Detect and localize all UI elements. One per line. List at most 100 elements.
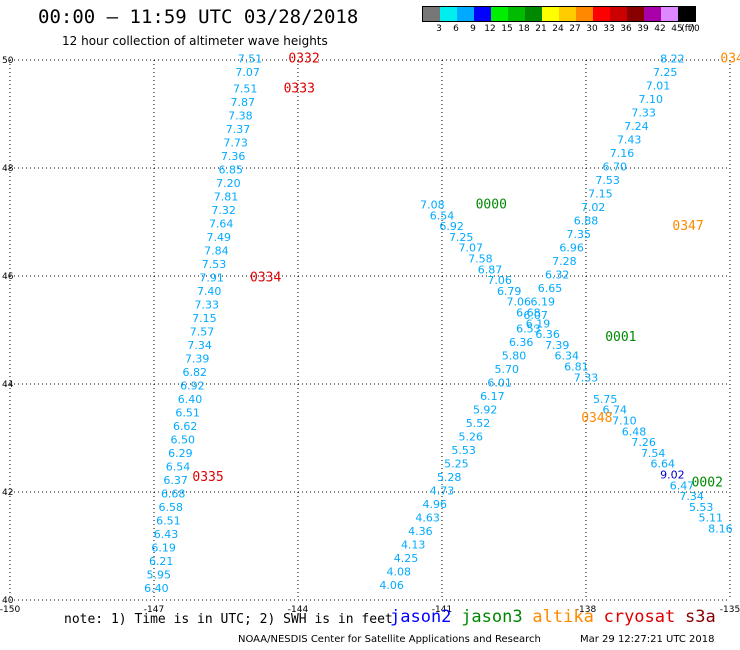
- scale-swatch-21: [525, 7, 542, 21]
- scale-swatch-39: [627, 7, 644, 21]
- wave-height-value: 6.51: [156, 514, 181, 527]
- scale-unit: (ft): [681, 24, 695, 34]
- wave-height-value: 4.13: [401, 539, 426, 552]
- wave-height-value: 7.37: [226, 123, 251, 136]
- longitude-tick-label: -150: [0, 605, 20, 615]
- scale-label-18: 18: [518, 24, 530, 34]
- wave-height-value: 4.08: [387, 566, 412, 579]
- wave-height-value: 5.26: [459, 431, 484, 444]
- scale-label-45: 45: [671, 24, 683, 34]
- legend-jason2: jason2: [390, 607, 452, 627]
- wave-height-value: 6.51: [175, 406, 200, 419]
- wave-height-value: 6.07: [523, 309, 548, 322]
- legend-cryosat: cryosat: [603, 607, 676, 627]
- scale-label-33: 33: [603, 24, 615, 34]
- track-time-label: 0346: [720, 52, 740, 67]
- wave-height-value: 6.96: [559, 242, 584, 255]
- scale-swatch-12: [474, 7, 491, 21]
- scale-swatch-18: [508, 7, 525, 21]
- wave-height-value: 7.43: [617, 134, 642, 147]
- wave-height-value: 7.25: [653, 66, 678, 79]
- scale-swatch-30: [576, 7, 593, 21]
- wave-height-value: 7.39: [545, 339, 570, 352]
- latitude-tick-label: 50: [2, 56, 14, 66]
- wave-height-value: 7.53: [595, 174, 620, 187]
- wave-height-value: 7.15: [588, 188, 613, 201]
- wave-height-value: 7.10: [612, 415, 637, 428]
- wave-height-value: 7.28: [552, 255, 577, 268]
- scale-label-70: 70: [688, 24, 700, 34]
- latitude-tick-label: 40: [2, 596, 14, 606]
- legend-altika: altika: [532, 607, 594, 627]
- longitude-tick-label: -141: [432, 605, 452, 615]
- wave-height-value: 7.36: [221, 150, 246, 163]
- wave-height-value: 7.34: [679, 490, 704, 503]
- wave-height-value: 4.06: [379, 579, 404, 592]
- wave-height-value: 7.24: [624, 120, 649, 133]
- wave-height-value: 4.63: [415, 512, 440, 525]
- wave-height-value: 8.22: [660, 53, 685, 66]
- scale-label-15: 15: [501, 24, 513, 34]
- scale-swatch-70: [678, 7, 695, 21]
- wave-height-value: 6.21: [149, 555, 174, 568]
- scale-label-36: 36: [620, 24, 632, 34]
- scale-swatch-9: [457, 7, 474, 21]
- wave-height-value: 6.62: [173, 420, 198, 433]
- wave-height-value: 7.64: [209, 217, 234, 230]
- wave-height-value: 4.25: [394, 552, 419, 565]
- track-time-label: 0002: [692, 476, 723, 491]
- wave-height-value: 6.19: [526, 317, 551, 330]
- units-note: note: 1) Time is in UTC; 2) SWH is in fe…: [64, 612, 393, 627]
- wave-height-value: 4.73: [430, 485, 455, 498]
- wave-height-value: 6.74: [603, 404, 628, 417]
- wave-height-value: 7.73: [223, 136, 248, 149]
- wave-height-value: 6.81: [564, 361, 589, 374]
- wave-height-value: 7.33: [574, 371, 599, 384]
- wave-height-value: 7.34: [187, 339, 212, 352]
- wave-height-value: 7.02: [581, 201, 606, 214]
- scale-swatch-3: [423, 7, 440, 21]
- wave-height-value: 7.25: [449, 231, 474, 244]
- wave-height-value: 5.25: [444, 458, 469, 471]
- wave-height-value: 6.19: [151, 541, 176, 554]
- wave-height-value: 6.58: [159, 501, 184, 514]
- wave-height-value: 7.08: [420, 199, 445, 212]
- wave-height-value: 7.06: [507, 296, 532, 309]
- latitude-tick-label: 42: [2, 488, 13, 498]
- scale-swatch-33: [593, 7, 610, 21]
- scale-label-39: 39: [637, 24, 649, 34]
- wave-height-value: 6.54: [166, 460, 191, 473]
- wave-height-value: 6.68: [161, 487, 186, 500]
- wave-height-value: 7.06: [487, 274, 512, 287]
- wave-height-value: 4.96: [423, 498, 448, 511]
- latitude-tick-label: 46: [2, 272, 14, 282]
- wave-height-value: 7.40: [197, 285, 222, 298]
- wave-height-value: 7.91: [199, 271, 224, 284]
- wave-height-value: 6.88: [574, 215, 599, 228]
- scale-label-3: 3: [436, 24, 442, 34]
- wave-height-value: 7.81: [214, 190, 239, 203]
- wave-height-value: 9.02: [660, 469, 685, 482]
- wave-height-value: 7.33: [631, 107, 656, 120]
- wave-height-value: 6.48: [622, 425, 647, 438]
- wave-height-value: 6.50: [171, 433, 196, 446]
- wave-height-value: 7.20: [216, 177, 241, 190]
- scale-label-6: 6: [453, 24, 459, 34]
- wave-height-value: 7.01: [646, 80, 671, 93]
- track-time-label: 0000: [476, 198, 507, 213]
- scale-label-9: 9: [470, 24, 476, 34]
- page-subtitle: 12 hour collection of altimeter wave hei…: [62, 34, 328, 48]
- wave-height-value: 5.53: [451, 444, 476, 457]
- wave-height-value: 7.38: [228, 109, 253, 122]
- scale-swatch-6: [440, 7, 457, 21]
- wave-height-value: 6.40: [178, 393, 203, 406]
- track-time-label: 0348: [581, 411, 612, 426]
- wave-height-value: 5.11: [699, 512, 724, 525]
- wave-height-value: 7.07: [459, 242, 484, 255]
- wave-height-value: 6.54: [430, 209, 455, 222]
- wave-height-value: 7.10: [639, 93, 664, 106]
- wave-height-value: 5.80: [502, 350, 527, 363]
- latitude-tick-label: 48: [2, 164, 14, 174]
- wave-height-value: 7.51: [233, 82, 258, 95]
